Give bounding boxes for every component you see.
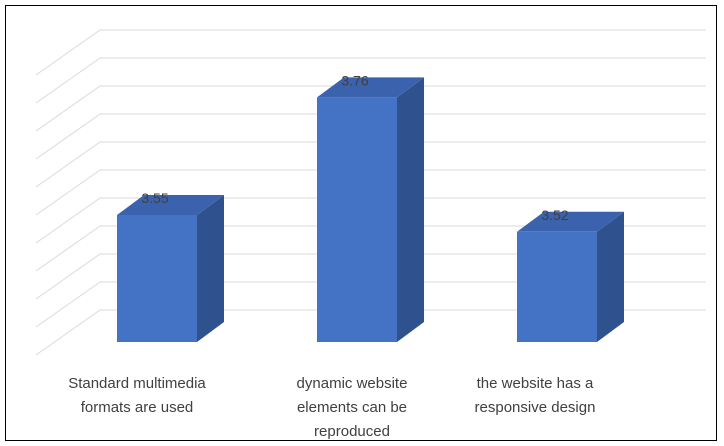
bar-top	[117, 195, 224, 215]
gridline-side	[35, 169, 101, 216]
bar	[517, 231, 597, 342]
gridline-side	[35, 225, 101, 272]
category-label-line: reproduced	[314, 423, 390, 440]
category-label: Standard multimedia formats are used	[52, 372, 222, 420]
gridline-side	[35, 57, 101, 104]
data-label: 3.76	[341, 72, 368, 88]
gridline-side	[35, 309, 101, 356]
category-label-line: elements can be	[296, 399, 408, 416]
data-label: 3.55	[141, 190, 168, 206]
gridline-side	[35, 85, 101, 132]
bar-top	[517, 211, 624, 232]
bar	[117, 215, 197, 342]
category-label: the website has a responsive design	[450, 372, 620, 420]
category-label-line: the website has a	[476, 375, 594, 392]
gridline-side	[35, 281, 101, 328]
bar	[317, 97, 397, 343]
gridline-side	[35, 141, 101, 188]
gridline-side	[35, 29, 101, 76]
category-label-line: dynamic website	[296, 375, 408, 392]
category-label-line: responsive design	[474, 399, 596, 416]
gridline-side	[35, 113, 101, 160]
gridline-side	[35, 253, 101, 300]
bar-side	[397, 77, 424, 343]
category-label-line: formats are used	[80, 399, 194, 416]
data-label: 3.52	[541, 207, 568, 223]
bar-side	[197, 195, 224, 342]
bar-top	[317, 77, 424, 98]
category-label-line: Standard multimedia	[68, 375, 206, 392]
bar-side	[597, 211, 624, 342]
gridline-side	[35, 197, 101, 244]
category-label: dynamic website elements can be reproduced	[267, 372, 437, 444]
